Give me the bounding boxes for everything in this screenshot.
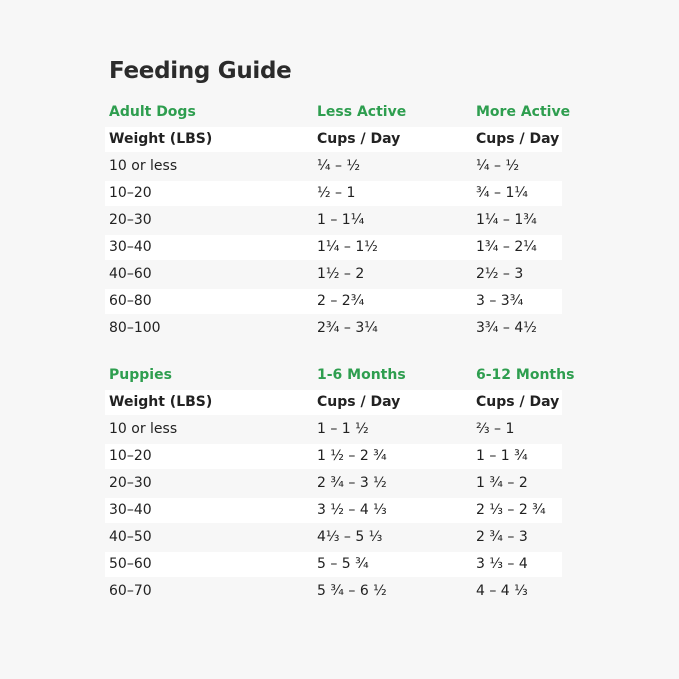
table-cell: 20–30	[109, 475, 152, 491]
table-cell: 50–60	[109, 556, 152, 572]
table-cell: ⅔ – 1	[476, 421, 515, 437]
table-cell: 3¾ – 4½	[476, 320, 537, 336]
section-heading: More Active	[476, 104, 571, 120]
table-cell: ¾ – 1¼	[476, 185, 528, 201]
column-header: Weight (LBS)	[109, 394, 213, 410]
row-stripe	[105, 552, 562, 577]
table-cell: 10 or less	[109, 421, 178, 437]
row-stripe	[105, 181, 562, 206]
column-header: Cups / Day	[476, 394, 560, 410]
column-header: Cups / Day	[476, 131, 560, 147]
table-cell: 1 – 1 ½	[317, 421, 369, 437]
table-cell: 1¼ – 1½	[317, 239, 378, 255]
table-cell: 60–80	[109, 293, 152, 309]
table-cell: 1¼ – 1¾	[476, 212, 537, 228]
table-cell: 3 – 3¾	[476, 293, 524, 309]
row-stripe	[105, 289, 562, 314]
table-cell: 3 ½ – 4 ⅓	[317, 502, 387, 518]
table-cell: 20–30	[109, 212, 152, 228]
table-cell: 30–40	[109, 502, 152, 518]
section-heading: Adult Dogs	[109, 104, 196, 120]
table-cell: 1 – 1 ¾	[476, 448, 528, 464]
table-cell: 1 ½ – 2 ¾	[317, 448, 387, 464]
section-heading: 1-6 Months	[317, 367, 406, 383]
row-stripe	[105, 127, 562, 152]
table-cell: 2 ⅓ – 2 ¾	[476, 502, 546, 518]
column-header: Weight (LBS)	[109, 131, 213, 147]
table-cell: 4 – 4 ⅓	[476, 583, 528, 599]
column-header: Cups / Day	[317, 131, 401, 147]
table-cell: ¼ – ½	[317, 158, 361, 174]
column-header: Cups / Day	[317, 394, 401, 410]
table-cell: 40–60	[109, 266, 152, 282]
table-cell: ¼ – ½	[476, 158, 520, 174]
table-cell: 1¾ – 2¼	[476, 239, 537, 255]
section-heading: 6-12 Months	[476, 367, 575, 383]
table-cell: 2 – 2¾	[317, 293, 365, 309]
table-cell: 2 ¾ – 3	[476, 529, 528, 545]
table-cell: 40–50	[109, 529, 152, 545]
table-cell: 1 – 1¼	[317, 212, 365, 228]
row-stripe	[105, 235, 562, 260]
table-cell: 10–20	[109, 448, 152, 464]
table-cell: 60–70	[109, 583, 152, 599]
table-cell: 5 ¾ – 6 ½	[317, 583, 387, 599]
table-cell: 10–20	[109, 185, 152, 201]
table-cell: 5 – 5 ¾	[317, 556, 369, 572]
title: Feeding Guide	[109, 58, 292, 84]
table-cell: ½ – 1	[317, 185, 356, 201]
table-cell: 3 ⅓ – 4	[476, 556, 528, 572]
table-cell: 30–40	[109, 239, 152, 255]
row-stripe	[105, 390, 562, 415]
table-cell: 2¾ – 3¼	[317, 320, 378, 336]
table-cell: 1½ – 2	[317, 266, 365, 282]
table-cell: 2 ¾ – 3 ½	[317, 475, 387, 491]
table-cell: 2½ – 3	[476, 266, 524, 282]
table-cell: 1 ¾ – 2	[476, 475, 528, 491]
section-heading: Puppies	[109, 367, 172, 383]
row-stripe	[105, 444, 562, 469]
table-cell: 10 or less	[109, 158, 178, 174]
row-stripe	[105, 498, 562, 523]
table-cell: 4⅓ – 5 ⅓	[317, 529, 383, 545]
table-cell: 80–100	[109, 320, 161, 336]
section-heading: Less Active	[317, 104, 407, 120]
